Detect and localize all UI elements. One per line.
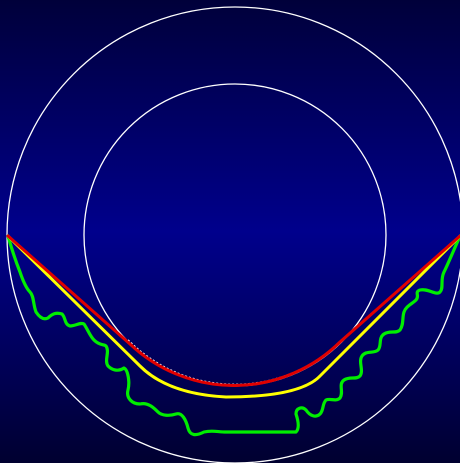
- yellow-path: [6, 234, 460, 399]
- red-path: [6, 234, 460, 387]
- green-wavy-path: [6, 234, 460, 437]
